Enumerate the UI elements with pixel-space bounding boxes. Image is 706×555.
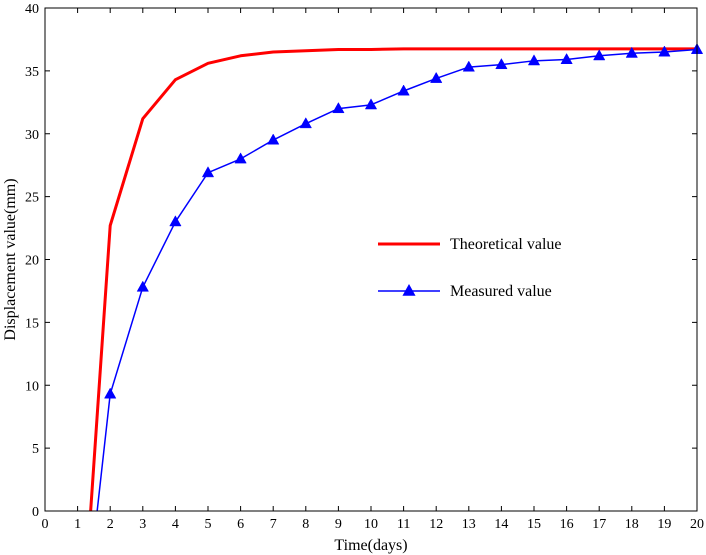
x-tick-label: 5	[205, 517, 212, 532]
x-tick-label: 10	[364, 517, 378, 532]
data-point-measured	[136, 280, 149, 292]
x-tick-label: 2	[107, 517, 114, 532]
x-tick-label: 9	[335, 517, 342, 532]
x-axis-label: Time(days)	[334, 537, 407, 554]
data-point-measured	[625, 46, 638, 58]
y-tick-label: 35	[25, 65, 39, 80]
ticks: 0 1 2 3 4 5 6 7 8 9 10 11 12 13 14 15 16 17 18 19 2005101520…	[25, 2, 704, 532]
legend-box	[370, 226, 600, 310]
data-point-measured	[397, 84, 410, 96]
data-point-measured	[462, 60, 475, 72]
x-tick-label: 0	[42, 517, 49, 532]
x-tick-label: 1	[74, 517, 81, 532]
y-tick-label: 0	[32, 505, 39, 520]
data-point-measured	[364, 98, 378, 110]
series-line-measured	[96, 48, 698, 512]
legend-marker-measured	[402, 283, 416, 296]
data-point-measured	[527, 54, 541, 66]
data-point-measured	[299, 117, 312, 129]
data-point-measured	[234, 152, 247, 164]
y-tick-label: 5	[32, 442, 39, 457]
y-tick-label: 10	[25, 379, 39, 394]
y-axis-label: Displacement value(mm)	[2, 178, 19, 340]
y-tick-label: 15	[25, 316, 39, 331]
x-tick-label: 19	[657, 517, 671, 532]
data-point-measured	[560, 53, 573, 65]
data-point-measured	[495, 58, 508, 70]
legend: Theoretical value Measured value	[370, 226, 600, 310]
x-tick-label: 20	[690, 517, 704, 532]
data-point-measured	[201, 166, 215, 178]
x-tick-label: 6	[237, 517, 244, 532]
data-point-measured	[593, 49, 606, 61]
y-tick-label: 20	[25, 254, 39, 269]
data-point-measured	[169, 215, 182, 227]
x-tick-label: 3	[139, 517, 146, 532]
x-tick-label: 17	[592, 517, 606, 532]
x-tick-label: 8	[302, 517, 309, 532]
legend-label-theoretical: Theoretical value	[450, 236, 562, 253]
y-tick-label: 25	[25, 191, 39, 206]
y-tick-label: 30	[25, 128, 39, 143]
x-tick-label: 12	[429, 517, 443, 532]
series-line-theoretical	[89, 47, 697, 512]
data-point-measured	[267, 133, 280, 145]
x-tick-label: 15	[527, 517, 541, 532]
data-point-measured	[332, 102, 345, 114]
x-tick-label: 11	[397, 517, 410, 532]
y-tick-label: 40	[25, 2, 39, 17]
x-tick-label: 7	[270, 517, 277, 532]
data-point-measured	[104, 387, 117, 399]
data-point-measured	[430, 71, 443, 83]
plot-area	[89, 42, 704, 512]
x-tick-label: 16	[560, 517, 574, 532]
legend-label-measured: Measured value	[450, 283, 552, 300]
x-tick-label: 13	[462, 517, 476, 532]
x-tick-label: 4	[172, 517, 179, 532]
data-point-measured	[658, 45, 671, 57]
x-tick-label: 14	[494, 517, 508, 532]
x-tick-label: 18	[625, 517, 639, 532]
